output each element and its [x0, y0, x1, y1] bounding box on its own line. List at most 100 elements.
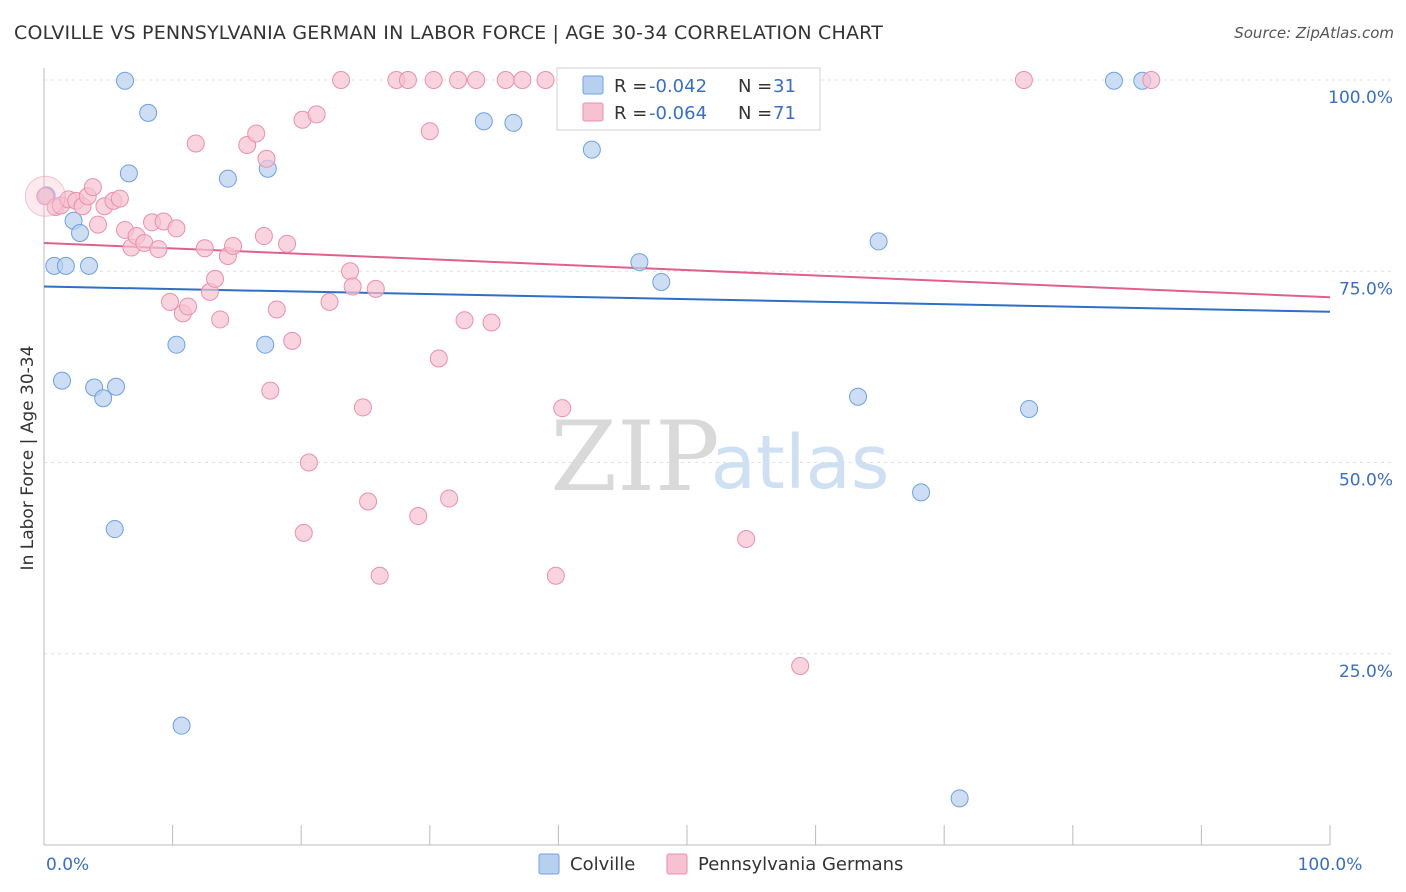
grid [44, 79, 1393, 655]
point-pa-germans-50 [398, 71, 417, 89]
point-pa-germans-29 [224, 237, 243, 256]
point-colville-13 [139, 103, 158, 122]
stats-n-value-2: 71 [773, 103, 796, 124]
legend-swatch-colville [538, 853, 560, 875]
point-pa-germans-51 [409, 507, 428, 526]
stats-r-value-2: -0.064 [649, 103, 707, 124]
point-colville-26 [912, 483, 931, 502]
point-colville-5 [71, 224, 90, 242]
y-tick-label-50: 50.0% [1339, 471, 1393, 491]
y-axis-label: In Labor Force | Age 30-34 [18, 346, 38, 571]
point-colville-6 [80, 256, 99, 275]
point-colville-9 [107, 377, 126, 396]
point-pa-germans-60 [496, 71, 515, 89]
y-tick-label-75: 75.0% [1339, 279, 1393, 299]
point-pa-germans-37 [283, 331, 302, 350]
point-pa-germans-55 [440, 489, 459, 508]
point-pa-germans-32 [254, 227, 273, 246]
point-colville-3 [56, 256, 75, 275]
point-pa-germans-35 [267, 300, 286, 319]
stats-swatch-pa-germans [582, 102, 604, 122]
point-pa-germans-69 [1142, 71, 1161, 89]
stats-r-value-1: -0.042 [649, 76, 707, 97]
point-colville-10 [105, 520, 124, 539]
point-colville-12 [119, 164, 138, 183]
point-colville-8 [94, 389, 113, 408]
point-pa-germans-23 [186, 134, 205, 153]
point-pa-germans-24 [195, 239, 214, 258]
point-pa-germans-57 [455, 311, 474, 330]
point-pa-germans-26 [206, 269, 225, 288]
point-pa-germans-43 [341, 262, 360, 281]
trend-lines [43, 241, 1331, 313]
bottom-legend: Colville Pennsylvania Germans [538, 853, 903, 875]
trend-line-colville [43, 285, 1331, 313]
x-tick-label-left: 0.0% [46, 855, 89, 875]
point-pa-germans-45 [353, 398, 372, 417]
watermark-atlas: atlas [711, 420, 890, 506]
y-tick-label-25: 25.0% [1339, 662, 1393, 682]
point-pa-germans-58 [467, 71, 486, 89]
trend-line-pa-germans [43, 241, 1331, 299]
x-tick-label-right: 100.0% [1298, 855, 1363, 875]
point-colville-16 [218, 169, 237, 188]
point-pa-germans-46 [359, 492, 378, 511]
point-pa-germans-34 [261, 381, 280, 400]
point-pa-germans-39 [299, 453, 318, 472]
point-colville-22 [630, 253, 649, 272]
point-pa-germans-52 [420, 122, 439, 141]
stats-r-label-2: R = [614, 103, 647, 124]
chart-title: COLVILLE VS PENNSYLVANIA GERMAN IN LABOR… [14, 22, 884, 44]
point-pa-germans-47 [366, 279, 385, 298]
point-pa-germans-61 [513, 71, 532, 89]
point-pa-germans-20 [167, 219, 186, 238]
point-pa-germans-66 [737, 530, 756, 548]
source-label: Source: ZipAtlas.com [1234, 24, 1394, 42]
stats-n-value-1: 31 [773, 76, 796, 97]
point-pa-germans-31 [247, 124, 266, 143]
point-pa-germans-48 [370, 566, 389, 585]
stats-n-label-2: N = [738, 103, 772, 124]
point-colville-28 [1020, 399, 1039, 418]
point-pa-germans-67 [791, 656, 810, 675]
point-pa-germans-7 [83, 178, 102, 197]
point-colville-24 [849, 387, 868, 406]
point-colville-20 [504, 113, 523, 132]
point-colville-14 [167, 335, 186, 354]
legend-label-colville: Colville [570, 854, 635, 875]
point-pa-germans-53 [424, 71, 443, 89]
point-pa-germans-63 [546, 566, 565, 585]
point-pa-germans-44 [343, 277, 362, 296]
point-pa-germans-68 [1014, 71, 1033, 89]
point-pa-germans-40 [307, 105, 326, 124]
stats-r-label-1: R = [614, 76, 647, 97]
point-pa-germans-42 [332, 71, 351, 89]
stats-swatch-colville [582, 75, 604, 95]
point-colville-11 [116, 71, 135, 90]
point-colville-2 [53, 371, 72, 390]
point-pa-germans-large [24, 175, 66, 217]
point-colville-21 [582, 140, 601, 159]
legend-label-pa-germans: Pennsylvania Germans [698, 854, 903, 875]
point-colville-19 [474, 112, 493, 131]
point-pa-germans-62 [536, 71, 555, 89]
point-colville-29 [1104, 71, 1123, 90]
point-pa-germans-11 [110, 189, 129, 208]
point-pa-germans-17 [149, 240, 168, 259]
legend-swatch-pa-germans [666, 853, 688, 875]
point-pa-germans-8 [89, 215, 108, 234]
point-colville-15 [172, 716, 191, 735]
point-pa-germans-56 [449, 71, 468, 89]
point-pa-germans-64 [553, 399, 572, 418]
point-pa-germans-70 [294, 523, 313, 542]
y-tick-label-100: 100.0% [1328, 88, 1393, 108]
point-pa-germans-41 [320, 292, 339, 311]
watermark-zip: ZIP [550, 401, 719, 513]
point-pa-germans-22 [179, 297, 198, 316]
point-pa-germans-36 [278, 234, 297, 253]
stats-legend: R = -0.042 N = 31 R = -0.064 N = 71 [556, 67, 821, 131]
point-pa-germans-54 [429, 349, 448, 368]
stats-n-label-1: N = [738, 76, 772, 97]
point-colville-25 [869, 232, 888, 251]
